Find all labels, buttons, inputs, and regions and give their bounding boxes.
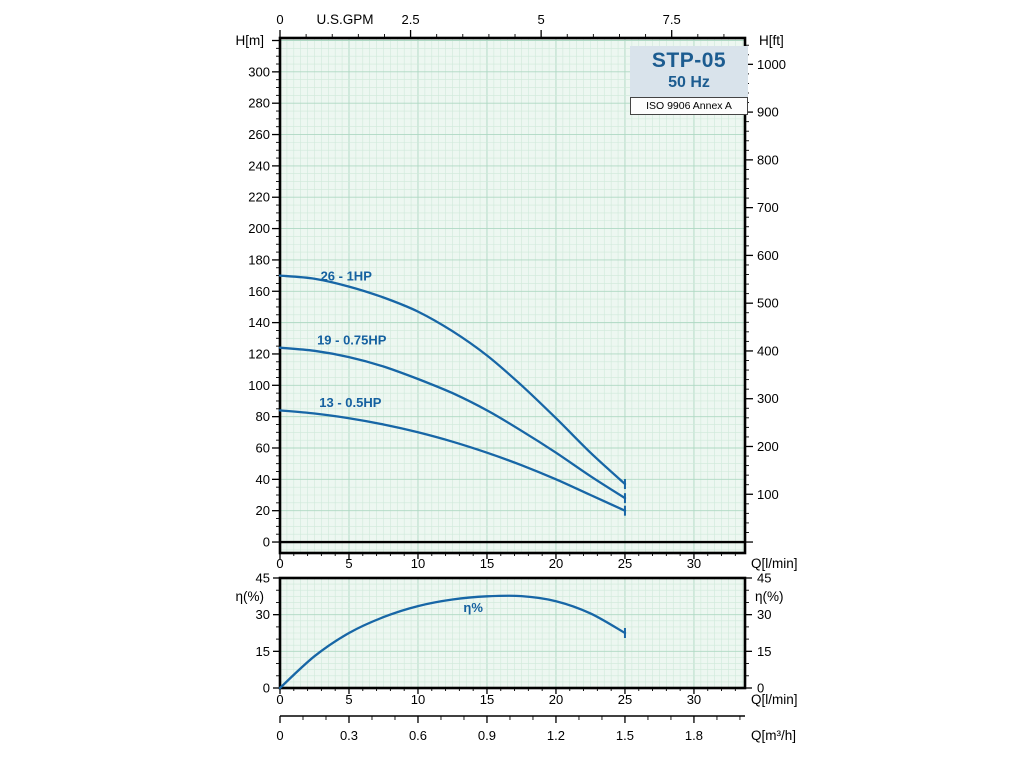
model-title: STP-05 [651,49,727,72]
y-right-tick-label: 45 [757,571,771,586]
y-right-tick-label: 200 [757,439,779,454]
x-bottom-tick-label: 25 [618,556,632,571]
y-left-tick-label: 45 [256,571,270,586]
x-axis-unit-label: Q[l/min] [751,556,798,571]
y-right-tick-label: 15 [757,644,771,659]
x-bottom-tick-label: 30 [687,556,701,571]
title-block: STP-05 50 Hz ISO 9906 Annex A [630,46,748,115]
y-left-tick-label: 200 [248,221,270,236]
plot-border [278,36,747,555]
x-bottom-tick-label: 5 [345,692,352,707]
y-left-axis-title: η(%) [235,589,264,604]
plot-background [280,38,745,553]
performance-curve [278,274,627,486]
y-left-tick-label: 240 [248,158,270,173]
m3h-tick-label: 1.5 [616,728,634,743]
y-left-tick-label: 220 [248,190,270,205]
curve-label: η% [463,600,483,615]
curve-label: 26 - 1HP [321,268,373,283]
x-bottom-tick-label: 30 [687,692,701,707]
x-bottom-tick-label: 15 [480,556,494,571]
curve-label: 19 - 0.75HP [317,333,387,348]
x-top-tick-label: 2.5 [402,12,420,27]
y-left-tick-label: 0 [263,681,270,696]
y-left-tick-label: 15 [256,644,270,659]
performance-curve [278,409,627,512]
y-left-tick-label: 160 [248,284,270,299]
x-bottom-tick-label: 0 [276,692,283,707]
y-left-axis-title: H[m] [236,33,265,48]
m3h-tick-label: 0.6 [409,728,427,743]
y-left-tick-label: 300 [248,64,270,79]
y-right-axis-title: η(%) [755,589,784,604]
frequency-label: 50 Hz [668,74,710,91]
x-axis-unit-label: Q[m³/h] [751,728,796,743]
x-bottom-tick-label: 5 [345,556,352,571]
y-right-tick-label: 0 [757,681,764,696]
y-right-axis-title: H[ft] [759,33,784,48]
y-right-tick-label: 600 [757,248,779,263]
curve-label: 13 - 0.5HP [319,395,381,410]
x-top-tick-label: 0 [276,12,283,27]
m3h-tick-label: 1.8 [685,728,703,743]
m3h-tick-label: 0.3 [340,728,358,743]
y-left-tick-label: 180 [248,252,270,267]
standard-badge: ISO 9906 Annex A [630,97,748,115]
y-right-tick-label: 400 [757,343,779,358]
x-bottom-tick-label: 15 [480,692,494,707]
y-right-tick-label: 1000 [757,57,786,72]
y-left-tick-label: 140 [248,315,270,330]
y-left-tick-label: 280 [248,96,270,111]
y-right-tick-label: 300 [757,391,779,406]
y-left-tick-label: 40 [256,472,270,487]
y-left-tick-label: 60 [256,440,270,455]
x-bottom-tick-label: 10 [411,556,425,571]
x-bottom-tick-label: 0 [276,556,283,571]
y-right-tick-label: 100 [757,487,779,502]
x-bottom-tick-label: 20 [549,556,563,571]
y-right-tick-label: 700 [757,200,779,215]
y-right-tick-label: 800 [757,152,779,167]
x-bottom-tick-label: 10 [411,692,425,707]
y-left-tick-label: 120 [248,346,270,361]
plot-border [278,576,747,690]
performance-curve [278,594,627,690]
x-top-axis-title: U.S.GPM [316,12,373,27]
x-axis-unit-label: Q[l/min] [751,692,798,707]
m3h-tick-label: 0 [276,728,283,743]
x-top-tick-label: 5 [538,12,545,27]
y-right-tick-label: 500 [757,296,779,311]
m3h-tick-label: 1.2 [547,728,565,743]
y-left-tick-label: 20 [256,503,270,518]
x-top-tick-label: 7.5 [663,12,681,27]
y-right-tick-label: 30 [757,607,771,622]
performance-curve [278,346,627,500]
y-left-tick-label: 30 [256,607,270,622]
x-bottom-tick-label: 25 [618,692,632,707]
y-right-tick-label: 900 [757,105,779,120]
x-bottom-tick-label: 20 [549,692,563,707]
y-left-tick-label: 80 [256,409,270,424]
y-left-tick-label: 100 [248,378,270,393]
m3h-tick-label: 0.9 [478,728,496,743]
y-left-tick-label: 0 [263,535,270,550]
y-left-tick-label: 260 [248,127,270,142]
